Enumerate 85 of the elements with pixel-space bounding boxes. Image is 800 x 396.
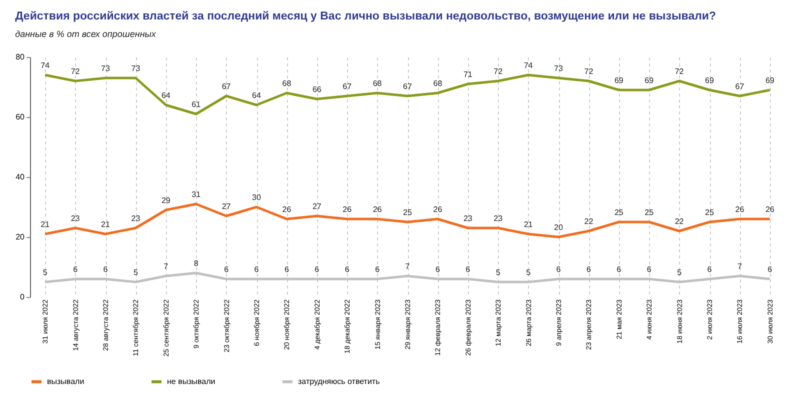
y-tick-label: 80 bbox=[16, 52, 26, 62]
data-label: 72 bbox=[584, 67, 594, 76]
data-label: 6 bbox=[314, 265, 320, 274]
data-label: 20 bbox=[554, 223, 564, 232]
data-label: 6 bbox=[103, 265, 108, 274]
data-label: 30 bbox=[252, 193, 262, 202]
data-label: 6 bbox=[466, 265, 471, 274]
data-label: 6 bbox=[254, 265, 260, 274]
data-label: 23 bbox=[494, 214, 504, 223]
data-label: 7 bbox=[405, 262, 410, 271]
data-label: 21 bbox=[101, 220, 110, 229]
data-label: 27 bbox=[222, 202, 232, 211]
data-label: 73 bbox=[554, 64, 564, 73]
data-label: 71 bbox=[463, 70, 473, 79]
data-label: 26 bbox=[433, 205, 443, 214]
data-label: 68 bbox=[433, 79, 443, 88]
data-label: 67 bbox=[222, 82, 232, 91]
data-label: 27 bbox=[312, 202, 322, 211]
data-label: 22 bbox=[584, 217, 594, 226]
data-label: 6 bbox=[284, 265, 290, 274]
data-label: 64 bbox=[252, 91, 262, 100]
chart-subtitle: данные в % от всех опрошенных bbox=[15, 29, 156, 39]
data-label: 6 bbox=[435, 265, 440, 274]
legend-label: не вызывали bbox=[167, 376, 216, 386]
data-label: 6 bbox=[556, 265, 562, 274]
data-label: 29 bbox=[161, 196, 171, 205]
data-label: 23 bbox=[70, 214, 80, 223]
data-label: 26 bbox=[372, 205, 382, 214]
y-tick-label: 20 bbox=[16, 232, 26, 242]
data-label: 6 bbox=[616, 265, 622, 274]
data-label: 6 bbox=[586, 265, 592, 274]
data-label: 8 bbox=[194, 259, 199, 268]
data-label: 6 bbox=[646, 265, 652, 274]
data-label: 5 bbox=[496, 268, 501, 277]
data-label: 5 bbox=[526, 268, 532, 277]
data-label: 5 bbox=[677, 268, 682, 277]
data-label: 6 bbox=[224, 265, 230, 274]
data-label: 72 bbox=[70, 67, 80, 76]
data-label: 73 bbox=[101, 64, 110, 73]
data-label: 68 bbox=[282, 79, 292, 88]
data-label: 21 bbox=[40, 220, 50, 229]
data-label: 23 bbox=[131, 214, 141, 223]
data-label: 6 bbox=[768, 265, 773, 274]
data-label: 68 bbox=[372, 79, 382, 88]
y-tick-label: 0 bbox=[20, 292, 26, 302]
data-label: 25 bbox=[403, 208, 412, 217]
y-tick-label: 40 bbox=[16, 172, 26, 182]
data-label: 74 bbox=[40, 61, 50, 70]
data-label: 5 bbox=[42, 268, 48, 277]
data-label: 23 bbox=[463, 214, 473, 223]
data-label: 7 bbox=[164, 262, 169, 271]
data-label: 69 bbox=[765, 76, 775, 85]
data-label: 31 bbox=[192, 190, 202, 199]
data-label: 26 bbox=[765, 205, 775, 214]
data-label: 22 bbox=[674, 217, 684, 226]
data-label: 64 bbox=[161, 91, 171, 100]
data-label: 69 bbox=[705, 76, 714, 85]
data-label: 7 bbox=[737, 262, 742, 271]
data-label: 67 bbox=[403, 82, 412, 91]
data-label: 67 bbox=[735, 82, 745, 91]
data-label: 6 bbox=[73, 265, 78, 274]
data-label: 61 bbox=[192, 100, 202, 109]
legend-label: вызывали bbox=[47, 376, 84, 386]
data-label: 69 bbox=[614, 76, 624, 85]
data-label: 6 bbox=[707, 265, 712, 274]
data-label: 72 bbox=[674, 67, 684, 76]
data-label: 74 bbox=[524, 61, 534, 70]
data-label: 26 bbox=[342, 205, 352, 214]
data-label: 6 bbox=[344, 265, 350, 274]
data-label: 73 bbox=[131, 64, 141, 73]
chart-title: Действия российских властей за последний месяц у Вас лично вызывали недовольство, возмущение или не вызывали? bbox=[15, 10, 716, 22]
legend-label: затрудняюсь ответить bbox=[298, 376, 380, 386]
data-label: 67 bbox=[342, 82, 352, 91]
data-label: 26 bbox=[282, 205, 292, 214]
data-label: 5 bbox=[133, 268, 138, 277]
y-tick-label: 60 bbox=[16, 112, 26, 122]
data-label: 6 bbox=[375, 265, 380, 274]
data-label: 25 bbox=[644, 208, 654, 217]
data-label: 25 bbox=[614, 208, 624, 217]
data-label: 66 bbox=[312, 85, 322, 94]
data-label: 21 bbox=[524, 220, 534, 229]
data-label: 72 bbox=[494, 67, 504, 76]
data-label: 25 bbox=[705, 208, 714, 217]
data-label: 26 bbox=[735, 205, 745, 214]
data-label: 69 bbox=[644, 76, 654, 85]
